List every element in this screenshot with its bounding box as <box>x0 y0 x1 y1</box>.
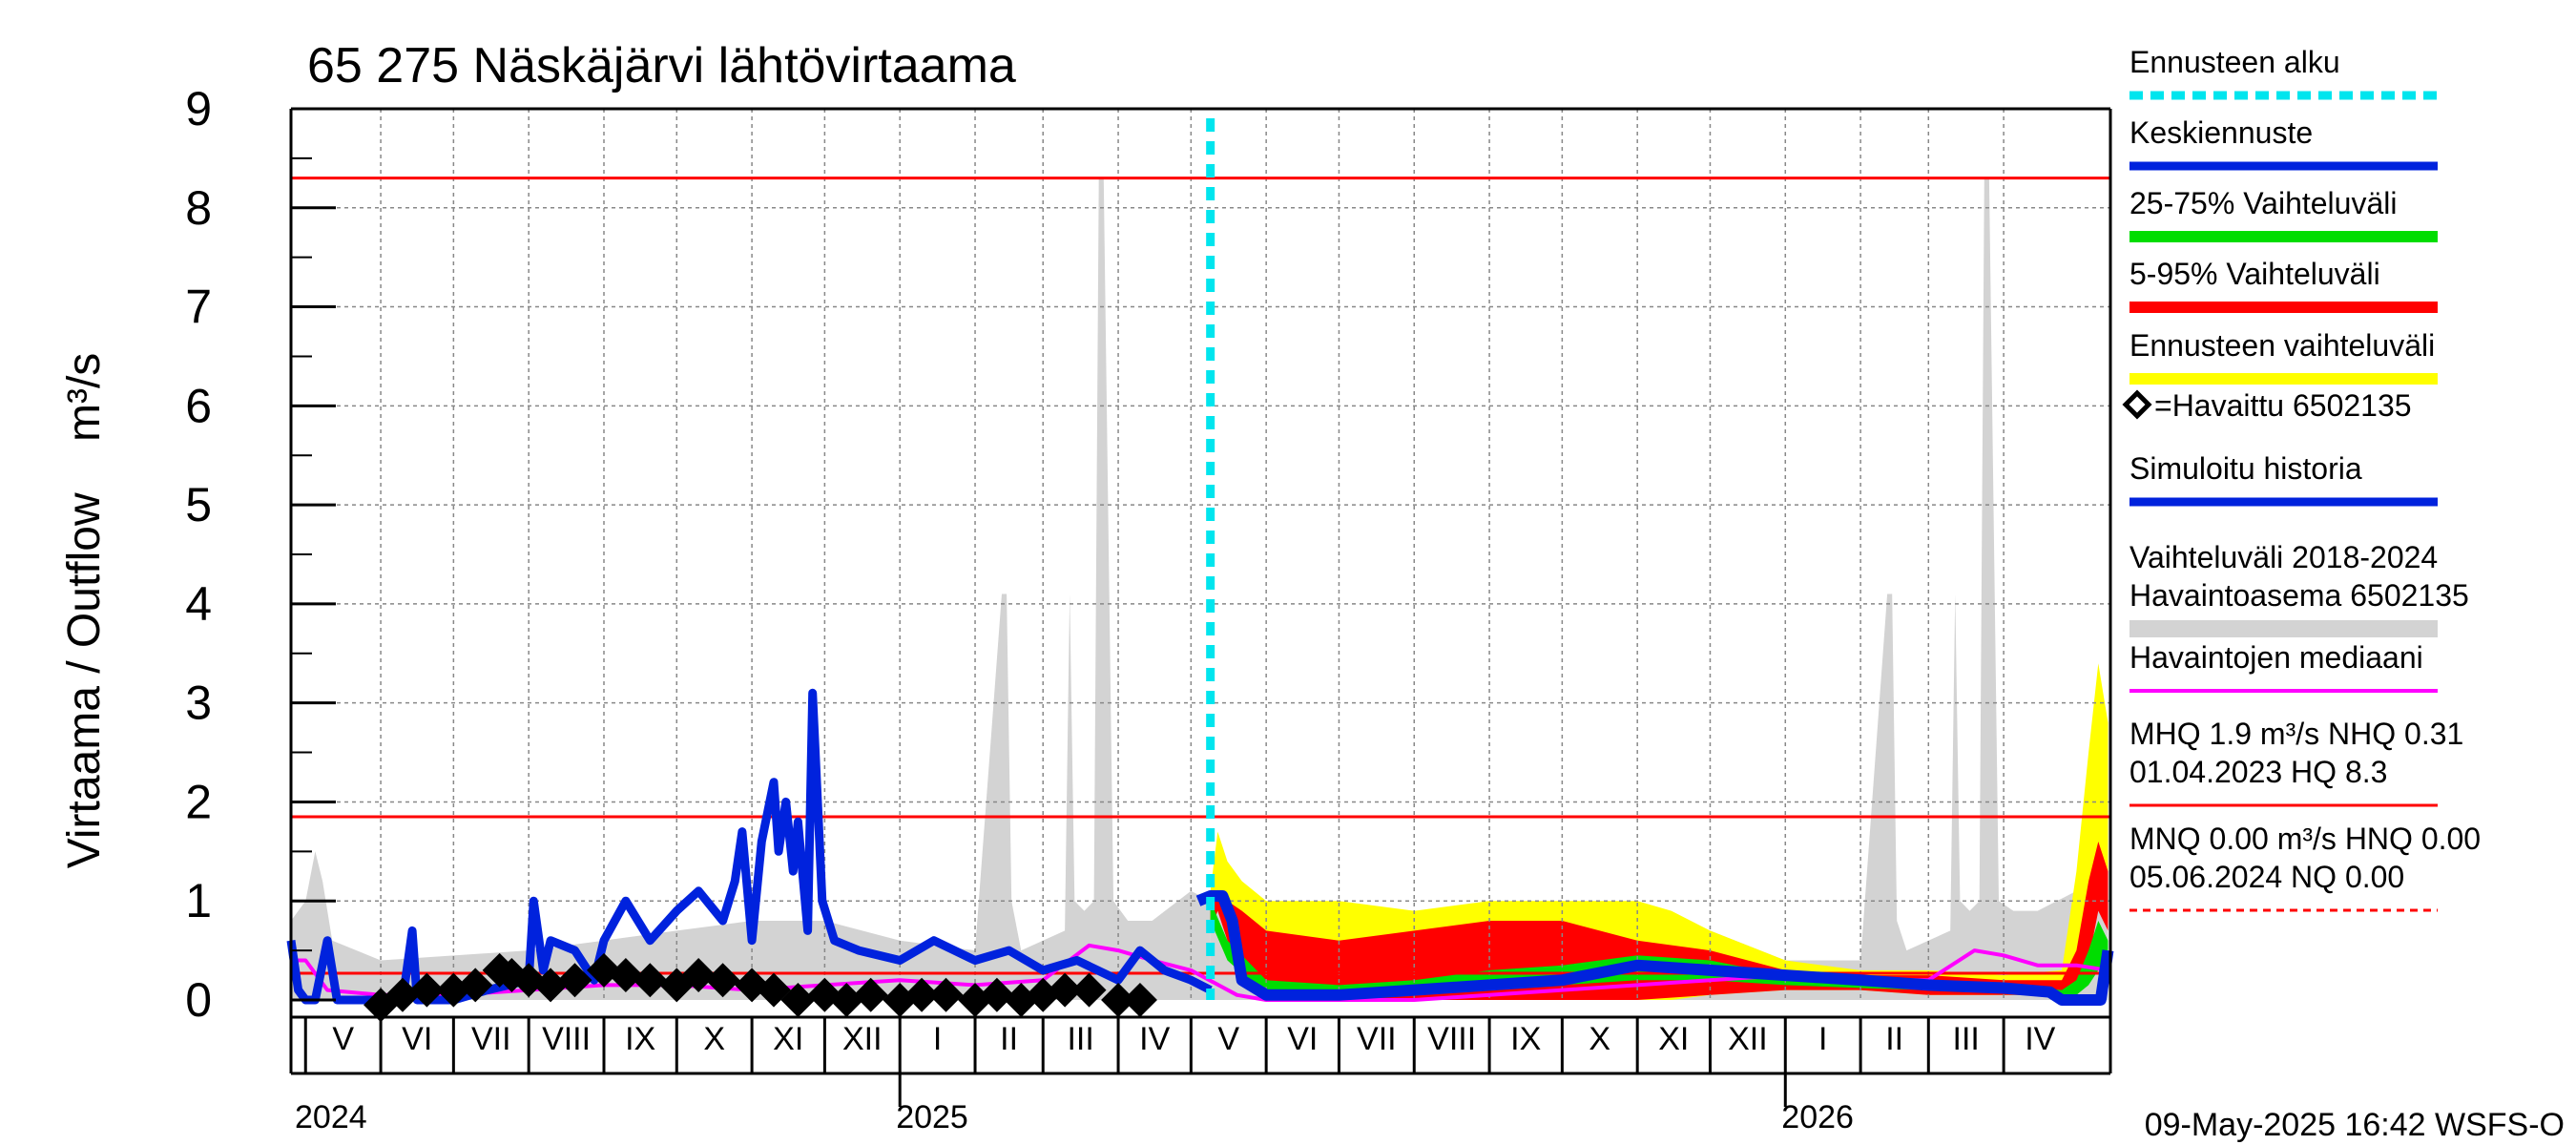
month-label: II <box>1000 1021 1018 1057</box>
legend-label: MNQ 0.00 m³/s HNQ 0.00 <box>2129 822 2481 856</box>
observed-marker <box>608 958 643 993</box>
legend-label: MHQ 1.9 m³/s NHQ 0.31 <box>2129 717 2463 751</box>
y-tick-label: 4 <box>185 577 212 631</box>
month-label: VIII <box>1427 1021 1476 1057</box>
month-label: V <box>332 1021 354 1057</box>
legend-label: =Havaittu 6502135 <box>2154 388 2412 423</box>
observed-marker <box>928 977 964 1012</box>
month-label: IV <box>1139 1021 1170 1057</box>
observed-marker <box>681 958 717 993</box>
legend-marker <box>2122 389 2152 420</box>
year-label: 2025 <box>896 1099 968 1135</box>
observed-marker <box>904 977 940 1012</box>
month-label: IV <box>2025 1021 2055 1057</box>
observed-marker <box>1122 983 1157 1017</box>
y-tick-label: 7 <box>185 281 212 334</box>
timestamp: 09-May-2025 16:42 WSFS-O <box>2145 1107 2565 1143</box>
band-0 <box>291 177 1211 1001</box>
y-axis-label: Virtaama / Outflow m³/s <box>59 353 110 869</box>
month-label: I <box>933 1021 942 1057</box>
observed-marker <box>458 968 493 1003</box>
month-label: VIII <box>542 1021 591 1057</box>
year-label: 2026 <box>1781 1099 1854 1135</box>
observed-marker <box>1101 983 1136 1017</box>
year-label: 2024 <box>295 1099 367 1135</box>
legend-label: 01.04.2023 HQ 8.3 <box>2129 755 2387 789</box>
y-tick-label: 2 <box>185 775 212 828</box>
month-label: X <box>703 1021 725 1057</box>
month-label: X <box>1589 1021 1610 1057</box>
observed-marker <box>853 977 888 1012</box>
y-tick-label: 5 <box>185 478 212 531</box>
month-label: IX <box>1510 1021 1541 1057</box>
y-tick-label: 0 <box>185 973 212 1027</box>
observed-marker <box>533 968 569 1003</box>
observed-marker <box>780 983 816 1017</box>
legend-label: 05.06.2024 NQ 0.00 <box>2129 860 2404 894</box>
legend-label: Havaintoasema 6502135 <box>2129 578 2469 613</box>
month-label: XII <box>842 1021 883 1057</box>
observed-marker <box>409 972 445 1008</box>
legend-label: Vaihteluväli 2018-2024 <box>2129 540 2438 574</box>
legend-label: Simuloitu historia <box>2129 451 2362 486</box>
month-label: VII <box>471 1021 511 1057</box>
month-label: XI <box>1658 1021 1689 1057</box>
band-3 <box>1210 842 2109 1000</box>
month-label: VI <box>402 1021 432 1057</box>
bands-layer <box>291 177 2109 1001</box>
month-label: XII <box>1728 1021 1768 1057</box>
month-label: XI <box>773 1021 803 1057</box>
y-tick-label: 1 <box>185 874 212 927</box>
observed-marker <box>1048 972 1083 1008</box>
observed-marker <box>384 977 420 1012</box>
observed-marker <box>979 977 1014 1012</box>
observed-marker <box>829 983 864 1017</box>
observed-marker <box>1071 972 1107 1008</box>
legend-label: Ennusteen vaihteluväli <box>2129 328 2435 363</box>
y-tick-label: 3 <box>185 677 212 730</box>
band-4 <box>1210 901 2109 995</box>
month-label: I <box>1818 1021 1827 1057</box>
band-1 <box>1210 177 2109 1001</box>
observed-marker <box>633 963 668 998</box>
y-tick-label: 6 <box>185 379 212 432</box>
observed-marker <box>557 963 592 998</box>
legend-label: Keskiennuste <box>2129 115 2313 150</box>
month-label: II <box>1885 1021 1903 1057</box>
legend-label: Ennusteen alku <box>2129 45 2340 79</box>
legend-label: 5-95% Vaihteluväli <box>2129 257 2380 291</box>
month-label: IX <box>625 1021 655 1057</box>
month-label: VI <box>1287 1021 1318 1057</box>
legend-label: Havaintojen mediaani <box>2129 640 2423 675</box>
chart-title: 65 275 Näskäjärvi lähtövirtaama <box>307 38 1016 94</box>
month-label: III <box>1067 1021 1093 1057</box>
series-line-8 <box>1195 890 2114 1006</box>
series-lines <box>286 118 2114 1023</box>
y-tick-label: 9 <box>185 82 212 135</box>
legend-label: 25-75% Vaihteluväli <box>2129 186 2397 220</box>
month-label: III <box>1953 1021 1980 1057</box>
observed-marker <box>587 952 622 988</box>
legend: Ennusteen alku Keskiennuste 25-75% Vaihtel… <box>2122 45 2481 912</box>
month-label: V <box>1217 1021 1239 1057</box>
month-label: VII <box>1357 1021 1397 1057</box>
band-2 <box>1210 663 2109 1000</box>
observed-marker <box>705 963 740 998</box>
y-tick-label: 8 <box>185 181 212 235</box>
